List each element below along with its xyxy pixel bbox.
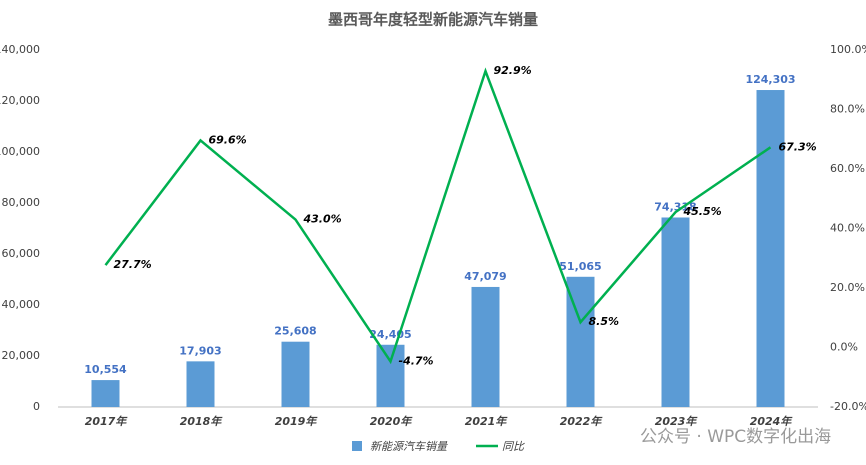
x-tick-label: 2022年 <box>560 415 604 428</box>
line-value-label: 8.5% <box>589 315 620 328</box>
legend-label: 同比 <box>502 440 525 453</box>
line-value-label: 69.6% <box>209 133 247 146</box>
x-tick-label: 2019年 <box>275 415 319 428</box>
x-tick-label: 2018年 <box>180 415 224 428</box>
y-tick-label: 0 <box>33 400 40 413</box>
y2-tick-label: 80.0% <box>830 103 865 116</box>
bar <box>471 286 500 407</box>
y-tick-label: 140,000 <box>0 43 40 56</box>
bar-value-label: 10,554 <box>84 363 127 376</box>
bar <box>91 380 120 407</box>
line-value-label: 45.5% <box>683 205 722 218</box>
line-value-label: 92.9% <box>494 64 532 77</box>
bar-value-label: 51,065 <box>559 260 601 273</box>
bar-value-label: 25,608 <box>274 325 316 338</box>
bar <box>756 90 785 408</box>
line-value-label: 27.7% <box>114 258 152 271</box>
x-tick-label: 2017年 <box>85 415 129 428</box>
y-tick-label: 80,000 <box>2 196 41 209</box>
bar <box>376 344 405 407</box>
y-tick-label: 20,000 <box>2 349 41 362</box>
y2-tick-label: 20.0% <box>830 281 865 294</box>
watermark: 公众号 · WPC数字化出海 <box>640 427 831 447</box>
legend-label: 新能源汽车销量 <box>370 440 448 453</box>
line-value-label: 67.3% <box>779 140 817 153</box>
y-tick-label: 100,000 <box>0 145 40 158</box>
chart-title: 墨西哥年度轻型新能源汽车销量 <box>328 11 538 29</box>
bar <box>186 361 215 407</box>
y-tick-label: 120,000 <box>0 94 40 107</box>
x-tick-label: 2024年 <box>750 415 794 428</box>
y-tick-label: 60,000 <box>2 247 41 260</box>
bar <box>661 217 690 407</box>
bar-value-label: 17,903 <box>179 344 221 357</box>
bar <box>281 341 310 407</box>
line <box>104 67 772 365</box>
line-value-label: 43.0% <box>303 213 342 226</box>
y2-tick-label: 40.0% <box>830 222 865 235</box>
bar-value-label: 47,079 <box>464 270 506 283</box>
line-value-label: -4.7% <box>399 354 434 367</box>
y2-tick-label: 100.0% <box>830 43 866 56</box>
y2-tick-label: 0.0% <box>830 341 858 354</box>
bar-value-label: 124,303 <box>745 73 795 86</box>
y2-tick-label: 60.0% <box>830 162 865 175</box>
y-tick-label: 40,000 <box>2 298 41 311</box>
x-tick-label: 2021年 <box>465 415 509 428</box>
legend-swatch <box>352 441 362 451</box>
x-tick-label: 2023年 <box>655 415 699 428</box>
x-tick-label: 2020年 <box>370 415 414 428</box>
y2-tick-label: -20.0% <box>830 400 866 413</box>
